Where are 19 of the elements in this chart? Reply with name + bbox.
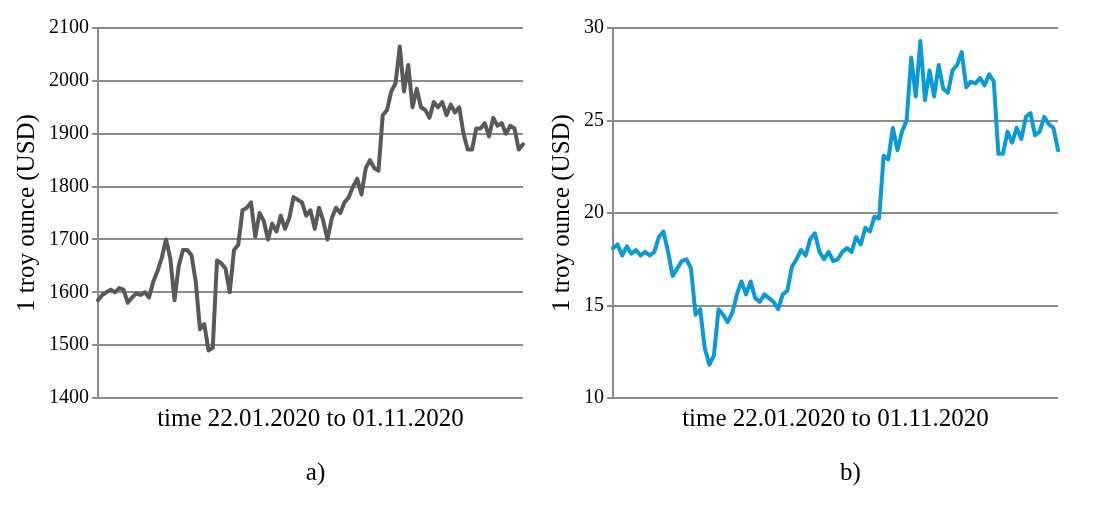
text: a) bbox=[304, 458, 327, 486]
y-tick-label: 1900 bbox=[49, 120, 89, 143]
y-tick-label: 2100 bbox=[49, 15, 89, 38]
y-tick-label: 1700 bbox=[49, 226, 89, 249]
y-tick-label: 20 bbox=[584, 200, 604, 223]
y-tick-label: 1800 bbox=[49, 173, 89, 196]
y-tick-label: 30 bbox=[584, 15, 604, 38]
y-tick-label: 2000 bbox=[49, 68, 89, 91]
y-tick-label: 1400 bbox=[49, 385, 89, 408]
x-axis-title: time 22.01.2020 to 01.11.2020 bbox=[157, 403, 464, 431]
text: b) bbox=[839, 458, 862, 486]
x-axis-title: time 22.01.2020 to 01.11.2020 bbox=[682, 403, 989, 431]
y-tick-label: 1600 bbox=[49, 279, 89, 302]
y-tick-label: 1500 bbox=[49, 332, 89, 355]
y-tick-label: 15 bbox=[584, 292, 604, 315]
y-tick-label: 10 bbox=[584, 385, 604, 408]
y-axis-title: 1 troy ounce (USD) bbox=[11, 114, 40, 312]
y-axis-title: 1 troy ounce (USD) bbox=[546, 114, 575, 312]
y-tick-label: 25 bbox=[584, 107, 604, 130]
